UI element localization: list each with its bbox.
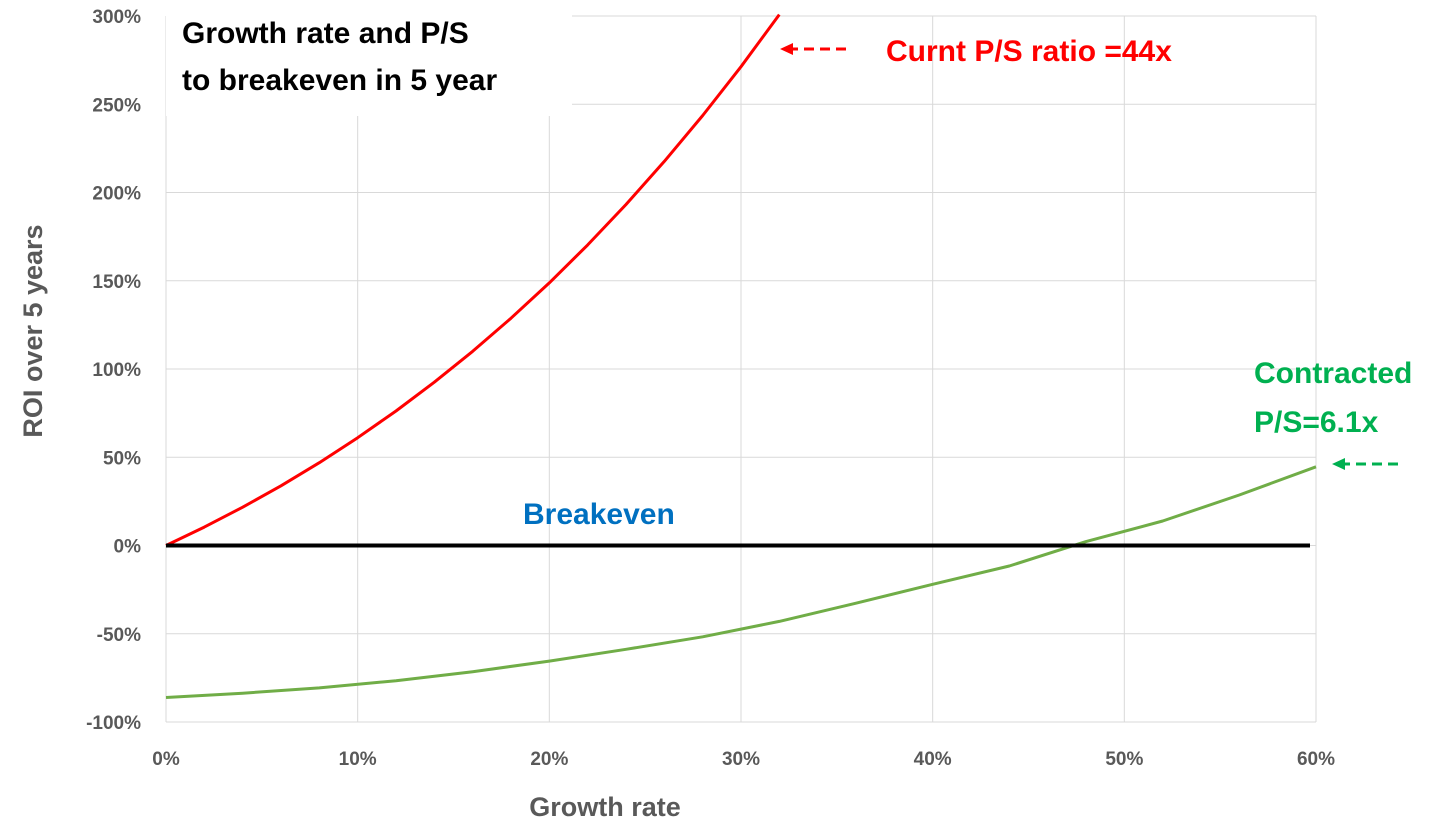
- y-tick-label: 300%: [92, 7, 141, 28]
- x-tick-label: 40%: [914, 749, 952, 770]
- red-series-label: Curnt P/S ratio =44x: [886, 35, 1172, 68]
- x-tick-label: 30%: [722, 749, 760, 770]
- red-arrow-head: [780, 43, 793, 55]
- x-tick-label: 20%: [530, 749, 568, 770]
- title-box: [166, 0, 572, 116]
- y-axis-title: ROI over 5 years: [18, 224, 48, 437]
- y-tick-label: -100%: [86, 713, 141, 734]
- x-tick-label: 50%: [1105, 749, 1143, 770]
- y-tick-label: -50%: [97, 625, 141, 646]
- red-series-annotation: Curnt P/S ratio =44x: [780, 35, 1172, 68]
- green-series-label-line-2: P/S=6.1x: [1254, 406, 1379, 439]
- y-tick-label: 50%: [103, 448, 141, 469]
- chart-title-line-1: Growth rate and P/S: [182, 17, 469, 50]
- y-axis-ticks: 300% 250% 200% 150% 100% 50% 0% -50% -100%: [86, 7, 141, 734]
- chart-title-line-2: to breakeven in 5 year: [182, 64, 497, 97]
- y-tick-label: 250%: [92, 95, 141, 116]
- x-axis-ticks: 0% 10% 20% 30% 40% 50% 60%: [152, 749, 1335, 770]
- green-arrow-head: [1332, 458, 1345, 470]
- x-tick-label: 0%: [152, 749, 180, 770]
- plot-area: [165, 13, 1317, 699]
- grid: [165, 15, 1317, 723]
- y-tick-label: 0%: [114, 537, 142, 558]
- red-series-line: [165, 13, 781, 547]
- y-tick-label: 200%: [92, 184, 141, 205]
- x-axis-title: Growth rate: [529, 792, 681, 822]
- x-tick-label: 10%: [339, 749, 377, 770]
- green-series-line: [165, 465, 1317, 699]
- breakeven-label: Breakeven: [523, 498, 675, 531]
- y-tick-label: 100%: [92, 360, 141, 381]
- y-tick-label: 150%: [92, 272, 141, 293]
- green-series-label-line-1: Contracted: [1254, 357, 1412, 390]
- x-tick-label: 60%: [1297, 749, 1335, 770]
- green-series-annotation: Contracted P/S=6.1x: [1254, 357, 1412, 470]
